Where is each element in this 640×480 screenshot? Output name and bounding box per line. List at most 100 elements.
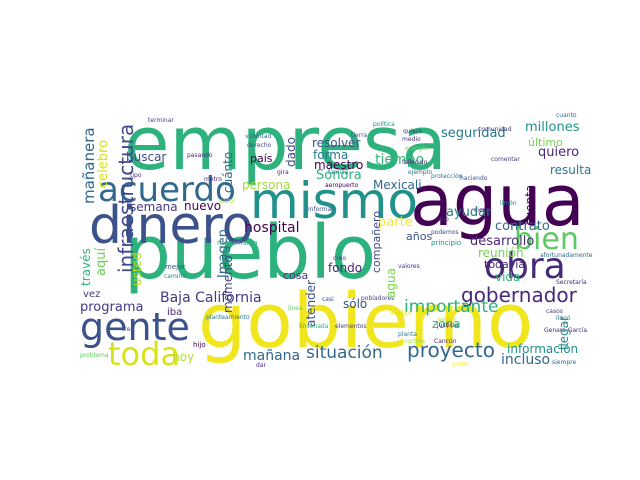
word-cloud: empresa pueblo gobierno agua dinero mism…: [79, 107, 592, 370]
word-mananera: partir: [219, 198, 236, 205]
word-anos: fondo: [328, 261, 363, 275]
word-iba: vida: [495, 270, 521, 284]
word-ayudar: resolver: [312, 136, 361, 150]
word-semana: información: [507, 342, 579, 356]
word-obra: obra: [484, 246, 566, 287]
word-buscar: desarrollo: [470, 234, 535, 249]
word-dado: camino: [164, 273, 186, 280]
word-manana: mañana: [243, 348, 301, 364]
word-hospital: hospital: [244, 220, 300, 236]
word-tiempo: infraestructura: [114, 123, 138, 273]
word-infraestructura: tipo: [130, 172, 142, 179]
word-ejemplo: afortunadamente: [540, 252, 593, 259]
word-cancun: terminar: [148, 117, 174, 124]
word-limon: familia: [328, 169, 349, 176]
word-dijo: Ensenada: [299, 323, 329, 330]
word-quiere: valores: [398, 263, 420, 270]
word-metro: llegó: [556, 315, 571, 322]
word-zona: cosa: [283, 269, 309, 282]
word-hijo: años: [406, 230, 433, 243]
word-gobernador: gobernador: [461, 283, 577, 307]
word-planteamiento: atender: [304, 280, 318, 327]
word-pueblo: pueblo: [124, 210, 377, 296]
word-pais: hoy: [172, 350, 195, 364]
word-nuevo: buscar: [126, 150, 167, 164]
word-vez: zona: [432, 317, 461, 331]
word-celebro: tren: [122, 326, 135, 333]
word-siempre: aquí: [94, 247, 109, 276]
word-secretaria: aeropuerto: [325, 182, 359, 189]
word-bien: bien: [514, 222, 579, 257]
word-elementos: problema: [80, 352, 109, 359]
word-solo: todavía: [484, 258, 526, 271]
word-cortina: gira: [277, 169, 289, 176]
word-acuerdo: acuerdo: [98, 170, 236, 210]
word-fallecido: seguir: [438, 316, 457, 323]
word-incluso: millones: [525, 120, 580, 135]
word-cuenta: pasando: [187, 152, 213, 159]
word-dar: país: [250, 152, 273, 165]
word-planta: mejor: [165, 263, 186, 271]
word-hoy: resulta: [550, 163, 592, 177]
word-tierra: principio: [431, 239, 462, 247]
word-atender: casos: [546, 308, 563, 315]
word-baja-california: Baja California: [160, 290, 262, 306]
word-agua: agua: [410, 160, 585, 242]
word-llegar: comentar: [491, 156, 520, 163]
word-llego: planteamiento: [206, 314, 250, 321]
word-cosa: quiero: [538, 145, 580, 160]
word-voluntad: fallecido: [402, 159, 428, 166]
word-haciendo: protección: [431, 173, 463, 180]
word-mismo: mismo: [250, 172, 418, 230]
word-comentar: cuanto: [556, 112, 577, 119]
word-mexicali: persona: [242, 178, 291, 192]
word-ensenada: cuenta: [523, 184, 537, 226]
word-proteccion: elementos: [335, 323, 367, 330]
word-gira: línea: [288, 305, 303, 312]
word-companero: cortina: [404, 338, 425, 345]
word-agua-small: haciendo: [460, 175, 488, 182]
word-millones: celebro: [96, 139, 111, 188]
word-informacion: contrato: [495, 219, 550, 234]
word-linea: mecanismo: [217, 239, 258, 247]
word-principio: usted: [130, 252, 144, 286]
word-traves: cierto: [474, 207, 492, 214]
word-sonora: incluso: [501, 352, 551, 368]
word-tren: medio: [402, 136, 421, 143]
word-seguridad: mañanera: [80, 127, 98, 204]
word-imagen: limón: [500, 200, 517, 207]
word-cuanto-2: podemos: [431, 229, 459, 236]
word-casos: energía: [405, 145, 428, 152]
word-proyecto: proyecto: [407, 338, 495, 362]
word-todavia: último: [528, 136, 563, 149]
word-aeropuerto: agua: [384, 268, 398, 298]
word-informar: justicia: [437, 322, 459, 329]
word-forma: semana: [130, 200, 178, 214]
word-resulta: Mexicali: [373, 178, 422, 192]
word-parte: llegar: [557, 316, 571, 350]
word-valores: hijo: [193, 341, 206, 349]
word-afortunadamente: dar: [256, 362, 266, 369]
word-podemos: derecho: [247, 142, 272, 149]
word-energia: Cancún: [434, 338, 457, 345]
word-camino: informar: [308, 206, 334, 213]
word-comunidad: tierra: [351, 132, 368, 139]
word-desarrollo: seguridad: [441, 126, 506, 141]
word-seguir: política: [373, 121, 395, 128]
word-justicia: siempre: [552, 359, 577, 366]
word-derecho: Genaro García: [544, 327, 588, 334]
word-toda: toda: [108, 335, 181, 373]
word-creo: quiere: [403, 128, 422, 135]
word-medio: pobladores: [361, 295, 395, 302]
word-usted: comunidad: [478, 126, 512, 133]
word-aqui: creo: [333, 255, 346, 262]
word-quiero: maestro: [314, 158, 364, 172]
word-problema: través: [79, 248, 93, 286]
word-contrato: tiempo: [375, 152, 425, 168]
word-partir: casi: [322, 296, 334, 303]
word-momento: voluntad: [245, 133, 272, 140]
word-casi: médico: [390, 310, 412, 317]
word-situacion: situación: [306, 343, 383, 363]
word-persona: Sonora: [316, 168, 362, 183]
word-reunion: forma: [313, 148, 349, 162]
